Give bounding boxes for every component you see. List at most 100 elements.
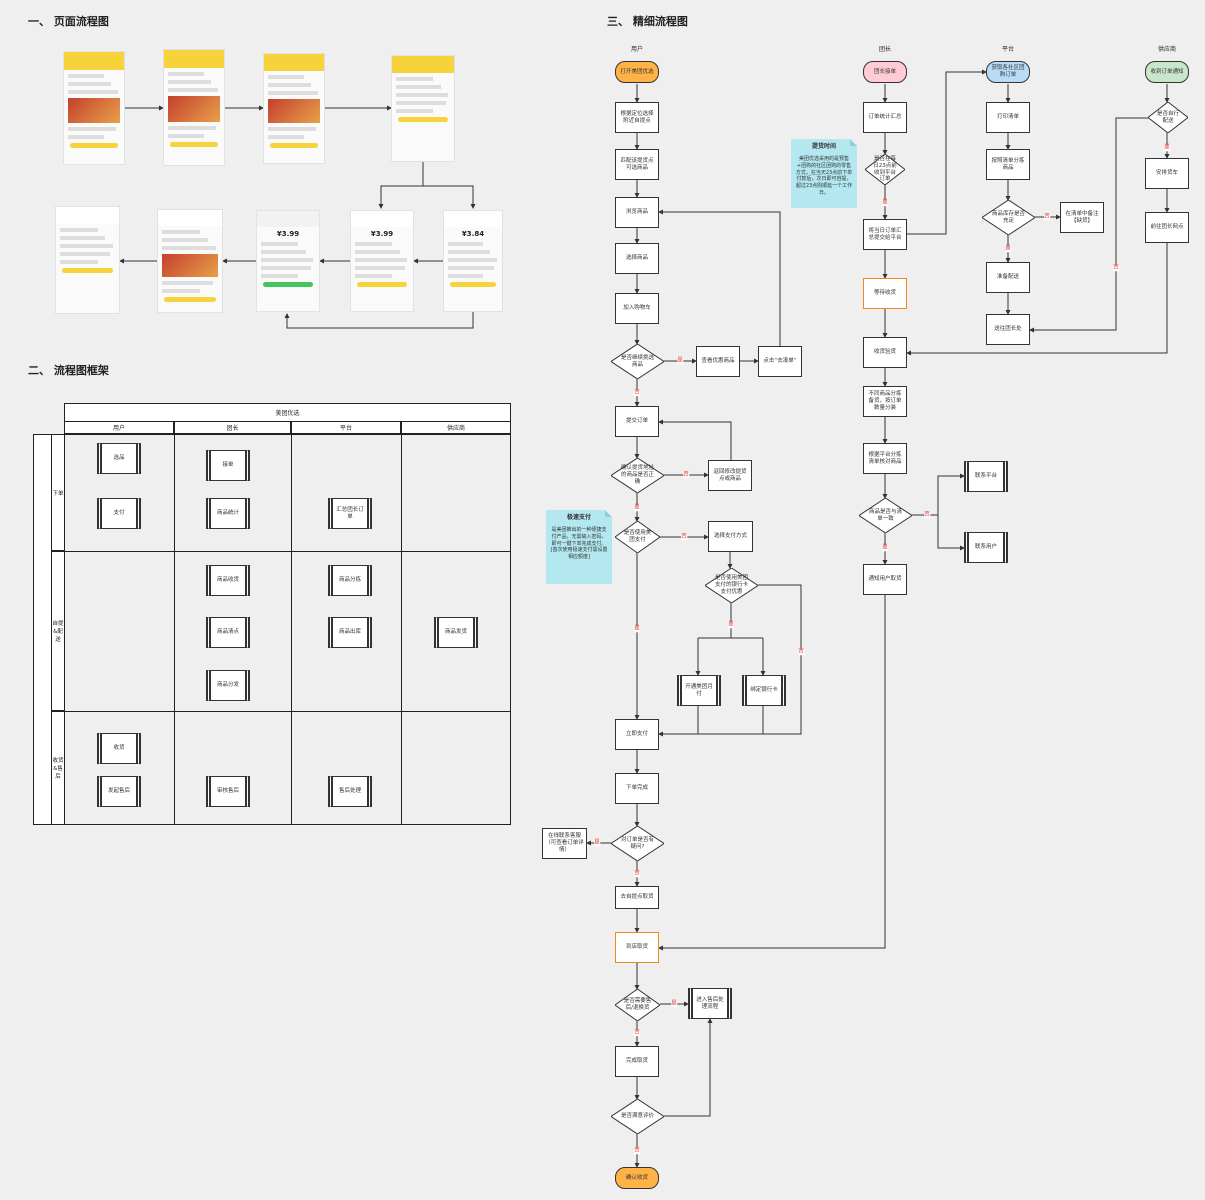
node-label: 获取各社区团购订单 bbox=[991, 65, 1025, 78]
process-node: 完成取货 bbox=[615, 1046, 659, 1077]
branch-label: 否 bbox=[798, 648, 804, 655]
swimlane-process-box: 接单 bbox=[206, 450, 250, 481]
content-row bbox=[168, 72, 204, 77]
flow-column-header: 平台 bbox=[1001, 46, 1015, 53]
app-header-bar bbox=[158, 210, 222, 227]
swimlane-process-box: 商品统计 bbox=[206, 498, 250, 529]
process-node: 查看优惠商品 bbox=[696, 346, 740, 377]
content-row bbox=[162, 280, 214, 285]
node-label: 在线联系客服（可查看订单详情） bbox=[545, 833, 584, 853]
phone-screenshot-cashier[interactable]: ¥3.84 bbox=[443, 210, 503, 312]
branch-label: 否 bbox=[1113, 264, 1119, 271]
node-label: 提交订单 bbox=[625, 418, 648, 425]
content-row bbox=[68, 73, 104, 78]
action-button bbox=[70, 142, 118, 148]
action-button bbox=[357, 282, 407, 287]
diamond-shape bbox=[611, 458, 664, 493]
branch-label: 否 bbox=[683, 471, 689, 478]
connector-arrow bbox=[378, 162, 424, 209]
branch-label: 否 bbox=[634, 870, 640, 877]
app-header-bar bbox=[264, 54, 324, 72]
process-node: 订单统计汇总 bbox=[863, 102, 907, 133]
node-label: 商品库存是否充足 bbox=[991, 210, 1025, 224]
content-row bbox=[355, 242, 393, 246]
content-row bbox=[396, 84, 441, 89]
branch-label: 否 bbox=[924, 511, 930, 518]
terminal-node: 确认收货 bbox=[615, 1167, 659, 1189]
process-node: 等待收货 bbox=[863, 278, 907, 309]
product-image bbox=[68, 97, 120, 123]
subprocess-node: 进入售后处理流程 bbox=[688, 988, 732, 1019]
content-row bbox=[448, 242, 483, 246]
content-row bbox=[60, 251, 111, 256]
section-title-detailed-flow: 三、 精细流程图 bbox=[607, 15, 688, 28]
content-row bbox=[448, 274, 483, 278]
process-node: 收货验货 bbox=[863, 337, 907, 368]
swimlane-stage-label: 收货&售后 bbox=[51, 711, 65, 825]
branch-label: 是 bbox=[671, 1000, 677, 1007]
content-row bbox=[268, 135, 304, 140]
decision-node: 是否满意评价 bbox=[611, 1099, 664, 1134]
app-header-bar bbox=[257, 211, 319, 227]
node-label: 是否在每日23点前收到平台订单 bbox=[873, 155, 897, 183]
swimlane-process-box: 支付 bbox=[97, 498, 141, 529]
phone-screenshot-product-list[interactable] bbox=[263, 53, 325, 164]
phone-screenshot-pay-success[interactable] bbox=[157, 209, 223, 313]
node-label: 点击“去凑单” bbox=[763, 358, 797, 365]
content-row bbox=[60, 227, 98, 232]
content-row bbox=[261, 274, 299, 278]
column-divider bbox=[401, 434, 402, 825]
section-title-flow-framework: 二、 流程图框架 bbox=[28, 364, 109, 377]
column-divider bbox=[291, 434, 292, 825]
flow-column-header: 团长 bbox=[878, 46, 892, 53]
process-node: 打印清单 bbox=[986, 102, 1030, 133]
terminal-node: 收到订单通知 bbox=[1145, 61, 1189, 83]
branch-label: 否 bbox=[681, 533, 687, 540]
content-row bbox=[162, 230, 201, 235]
terminal-node: 打开美团优选 bbox=[615, 61, 659, 83]
node-label: 将当日订单汇总提交给平台 bbox=[868, 227, 902, 241]
node-label: 是否需要售后/退换货 bbox=[623, 998, 652, 1011]
terminal-node: 获取各社区团购订单 bbox=[986, 61, 1030, 83]
decision-node: 是否使用美团支付 bbox=[615, 521, 660, 553]
process-node: 根据平台分拣清单核对商品 bbox=[863, 443, 907, 474]
content-row bbox=[168, 125, 216, 130]
swimlane-process-box: 汇总团长订单 bbox=[328, 498, 372, 529]
phone-screenshot-payment[interactable]: ¥3.99 bbox=[256, 210, 320, 312]
content-row bbox=[268, 127, 316, 132]
phone-screenshot-order-detail[interactable] bbox=[55, 206, 120, 314]
swimlane-process-box: 发起售后 bbox=[97, 776, 141, 807]
decision-node: 商品是否与清单一致 bbox=[859, 498, 912, 533]
swimlane-column-header: 团长 bbox=[174, 421, 291, 434]
diamond-shape bbox=[1148, 102, 1188, 133]
process-node: 在清单中备注【缺货】 bbox=[1060, 202, 1104, 233]
process-node: 送往团长处 bbox=[986, 314, 1030, 345]
connector-arrow bbox=[658, 209, 781, 346]
action-button bbox=[62, 267, 113, 273]
content-row bbox=[162, 288, 201, 293]
process-node: 选择支付方式 bbox=[708, 521, 753, 552]
branch-label: 是 bbox=[594, 839, 600, 846]
node-label: 是否使用美团支付的银行卡支付优惠 bbox=[714, 575, 748, 595]
phone-screenshot-cashier[interactable]: ¥3.99 bbox=[350, 210, 414, 312]
content-row bbox=[396, 76, 434, 81]
diamond-shape bbox=[705, 568, 758, 603]
process-node: 下单完成 bbox=[615, 773, 659, 804]
content-row bbox=[168, 133, 204, 138]
annotation-note: 极速支付 是美团推出的一种便捷支付产品，无需输入密码，即可一键下单完成支付。[首次… bbox=[546, 510, 612, 584]
phone-screenshot-order-confirm[interactable] bbox=[391, 55, 455, 162]
node-label: 订单统计汇总 bbox=[868, 114, 902, 121]
swimlane-process-box: 收货 bbox=[97, 733, 141, 764]
process-node: 选择商品 bbox=[615, 243, 659, 274]
diamond-shape bbox=[615, 989, 660, 1021]
swimlane-process-box: 商品发货 bbox=[434, 617, 478, 648]
diamond-shape bbox=[859, 498, 912, 533]
payment-amount: ¥3.84 bbox=[461, 230, 485, 238]
node-label: 加入购物车 bbox=[623, 305, 651, 312]
connector-arrow bbox=[658, 419, 732, 460]
phone-screenshot-home[interactable] bbox=[63, 51, 125, 165]
phone-screenshot-category[interactable] bbox=[163, 49, 225, 166]
subprocess-node: 绑定银行卡 bbox=[742, 675, 786, 706]
node-label: 前往团长网点 bbox=[1150, 224, 1184, 231]
connector-arrow bbox=[658, 584, 802, 737]
